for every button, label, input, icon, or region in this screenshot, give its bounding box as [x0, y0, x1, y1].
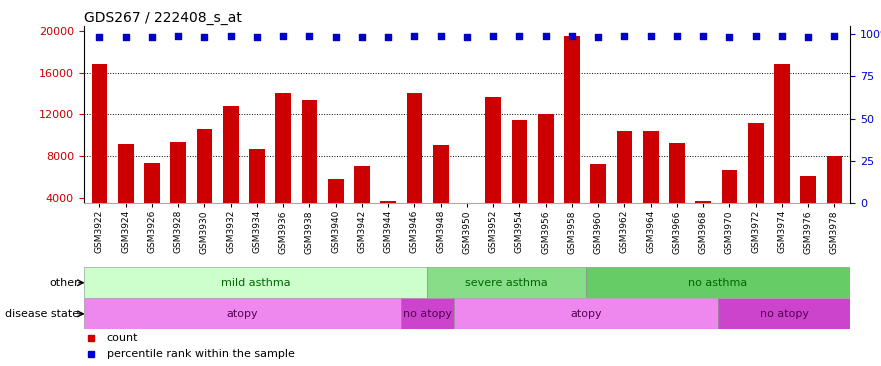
Point	[749, 33, 763, 39]
Bar	[774, 64, 789, 240]
Bar	[406, 93, 422, 240]
Bar	[144, 164, 159, 240]
Bar	[454, 298, 718, 329]
Text: other: other	[49, 278, 79, 288]
Point	[250, 34, 264, 40]
Point	[670, 33, 684, 39]
Text: no asthma: no asthma	[688, 278, 748, 288]
Bar	[800, 176, 816, 240]
Text: disease state: disease state	[5, 309, 79, 319]
Point	[381, 34, 396, 40]
Bar	[617, 131, 633, 240]
Bar	[722, 170, 737, 240]
Point	[276, 33, 290, 39]
Bar	[590, 164, 606, 240]
Point	[801, 34, 815, 40]
Bar	[643, 131, 658, 240]
Point	[513, 33, 527, 39]
Bar	[401, 298, 454, 329]
Bar	[669, 143, 685, 240]
Point	[591, 34, 605, 40]
Bar	[826, 156, 842, 240]
Bar	[196, 129, 212, 240]
Point	[329, 34, 343, 40]
Bar	[459, 208, 475, 240]
Bar	[695, 201, 711, 240]
Bar	[512, 120, 528, 240]
Text: atopy: atopy	[570, 309, 602, 319]
Point	[302, 33, 316, 39]
Point	[696, 33, 710, 39]
Bar	[275, 93, 291, 240]
Point	[93, 34, 107, 40]
Bar	[564, 36, 580, 240]
Bar	[485, 97, 501, 240]
Text: mild asthma: mild asthma	[220, 278, 291, 288]
Point	[538, 33, 552, 39]
Text: no atopy: no atopy	[759, 309, 809, 319]
Bar	[586, 267, 850, 298]
Point	[224, 33, 238, 39]
Bar	[84, 298, 401, 329]
Bar	[748, 123, 764, 240]
Text: no atopy: no atopy	[403, 309, 452, 319]
Bar	[427, 267, 586, 298]
Point	[644, 33, 658, 39]
Point	[486, 33, 500, 39]
Point	[827, 33, 841, 39]
Point	[197, 34, 211, 40]
Bar	[249, 149, 265, 240]
Bar	[537, 114, 553, 240]
Point	[171, 33, 185, 39]
Bar	[170, 142, 186, 240]
Text: GDS267 / 222408_s_at: GDS267 / 222408_s_at	[84, 11, 241, 25]
Bar	[223, 106, 239, 240]
Point	[618, 33, 632, 39]
Text: count: count	[107, 333, 138, 343]
Point	[722, 34, 737, 40]
Bar	[84, 267, 427, 298]
Bar	[301, 100, 317, 240]
Point	[407, 33, 421, 39]
Bar	[328, 179, 344, 240]
Point	[775, 33, 789, 39]
Text: percentile rank within the sample: percentile rank within the sample	[107, 349, 294, 359]
Bar	[433, 145, 448, 240]
Bar	[381, 201, 396, 240]
Point	[460, 34, 474, 40]
Bar	[118, 143, 134, 240]
Point	[144, 34, 159, 40]
Text: atopy: atopy	[226, 309, 258, 319]
Text: severe asthma: severe asthma	[465, 278, 548, 288]
Point	[433, 33, 448, 39]
Bar	[354, 165, 370, 240]
Bar	[92, 64, 107, 240]
Point	[565, 33, 579, 39]
Point	[119, 34, 133, 40]
Bar	[718, 298, 850, 329]
Point	[355, 34, 369, 40]
